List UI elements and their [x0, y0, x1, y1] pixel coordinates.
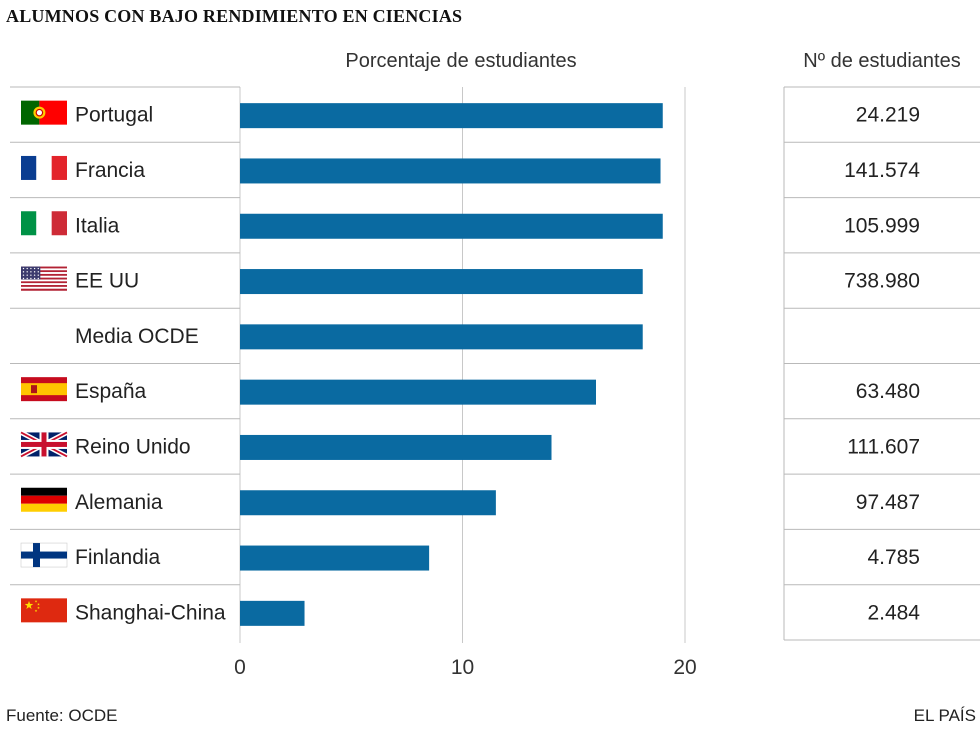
chart-title: ALUMNOS CON BAJO RENDIMIENTO EN CIENCIAS: [6, 6, 463, 26]
bar-finlandia: [240, 545, 430, 571]
country-label: Shanghai-China: [75, 601, 226, 624]
usa-flag: [21, 266, 67, 291]
student-count: 141.574: [844, 159, 920, 182]
bar-reino-unido: [240, 434, 552, 460]
country-label: Finlandia: [75, 546, 161, 569]
bar-shanghai-china: [240, 600, 305, 626]
chart-subtitle: Porcentaje de estudiantes: [345, 50, 577, 72]
bar-portugal: [240, 103, 663, 129]
brand-label: EL PAÍS: [913, 706, 976, 725]
france-flag: [21, 155, 67, 180]
germany-flag: [21, 487, 67, 512]
student-count: 97.487: [856, 491, 920, 514]
student-count: 111.607: [847, 435, 920, 458]
china-flag: [21, 598, 67, 623]
bar-chart: Portugal 24.219 Francia 141.574 Italia 105.99…: [10, 86, 980, 679]
finland-flag: [20, 542, 68, 568]
x-tick-label: 0: [234, 656, 246, 679]
count-column-header: Nº de estudiantes: [803, 50, 961, 72]
bar-españa: [240, 379, 596, 405]
student-count: 63.480: [856, 380, 920, 403]
student-count: 4.785: [867, 546, 920, 569]
country-label: Italia: [75, 214, 120, 237]
uk-flag: [19, 430, 69, 459]
italy-flag: [21, 211, 67, 236]
bar-media-ocde: [240, 324, 643, 350]
source-note: Fuente: OCDE: [6, 706, 118, 725]
country-label: Media OCDE: [75, 325, 199, 348]
spain-flag: [21, 377, 67, 402]
student-count: 738.980: [844, 270, 920, 293]
bar-alemania: [240, 490, 496, 516]
bar-francia: [240, 158, 661, 184]
bar-ee-uu: [240, 269, 643, 295]
country-label: Portugal: [75, 104, 153, 127]
country-label: EE UU: [75, 270, 139, 293]
portugal-flag: [21, 100, 67, 125]
x-tick-label: 10: [451, 656, 474, 679]
country-label: Francia: [75, 159, 145, 182]
student-count: 24.219: [856, 104, 920, 127]
bar-italia: [240, 213, 663, 239]
country-label: España: [75, 380, 147, 403]
student-count: 2.484: [867, 601, 920, 624]
country-label: Alemania: [75, 491, 163, 514]
country-label: Reino Unido: [75, 435, 191, 458]
x-tick-label: 20: [673, 656, 696, 679]
student-count: 105.999: [844, 214, 920, 237]
